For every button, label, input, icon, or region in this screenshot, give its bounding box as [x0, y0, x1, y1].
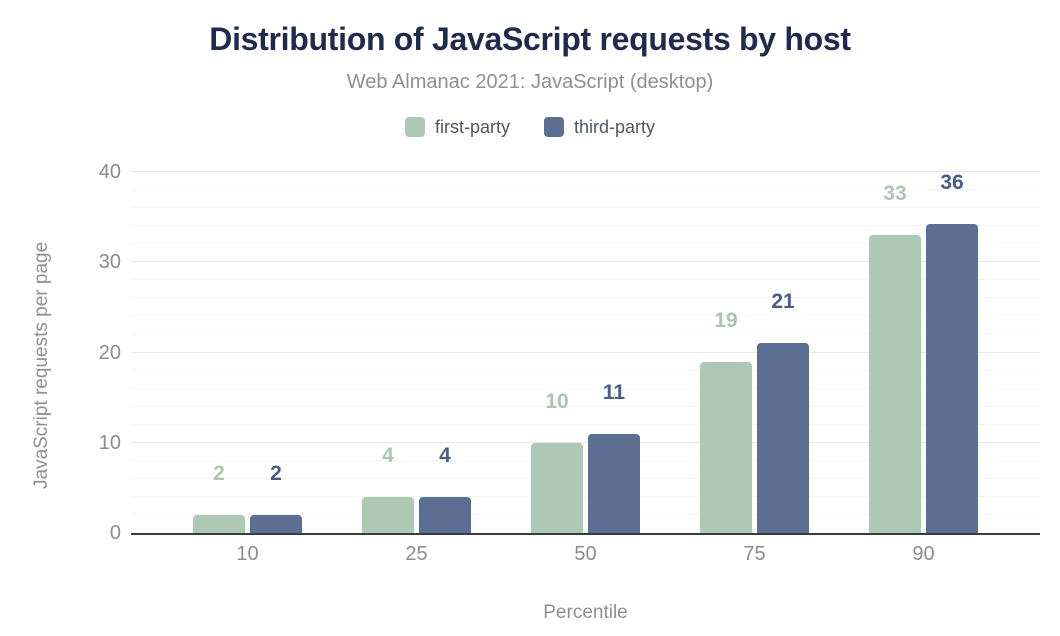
chart-subtitle: Web Almanac 2021: JavaScript (desktop) — [346, 71, 714, 93]
bar-cell: 4 — [419, 172, 471, 533]
value-label: 2 — [213, 461, 225, 485]
y-axis-tick-labels: 0 10 20 30 40 — [40, 161, 121, 544]
bar-cell: 33 — [869, 172, 921, 533]
minor-gridline — [131, 423, 1040, 425]
x-tick-label: 10 — [236, 543, 259, 565]
minor-gridline — [131, 279, 1040, 281]
legend: first-party third-party — [0, 116, 1060, 138]
bar-first-party-p50 — [531, 442, 583, 533]
value-label: 21 — [771, 290, 795, 314]
bar-first-party-p10 — [193, 514, 245, 533]
value-label: 11 — [602, 380, 626, 404]
y-tick-label: 30 — [98, 251, 121, 274]
bar-cell: 21 — [757, 172, 809, 533]
bar-cell: 2 — [250, 172, 302, 533]
bar-cell: 36 — [926, 172, 978, 533]
x-axis-tick-labels: 10 25 50 75 90 — [131, 543, 1040, 567]
value-label: 4 — [439, 443, 451, 467]
minor-gridline — [131, 513, 1040, 515]
minor-gridline — [131, 387, 1040, 389]
bar-group-p50: 10 11 — [501, 172, 670, 533]
legend-swatch-first-party — [404, 117, 425, 137]
bar-third-party-p90 — [926, 224, 978, 533]
bar-cell: 10 — [531, 172, 583, 533]
legend-swatch-third-party — [543, 117, 564, 137]
minor-gridline — [131, 477, 1040, 479]
x-tick-label: 25 — [405, 543, 428, 565]
minor-gridline — [131, 315, 1040, 317]
minor-gridline — [131, 333, 1040, 335]
value-label: 2 — [270, 461, 282, 485]
y-tick-label: 0 — [109, 522, 121, 544]
bar-first-party-p90 — [869, 235, 921, 533]
minor-gridline — [131, 369, 1040, 371]
plot-area: 2 2 4 4 10 11 19 21 33 36 — [131, 171, 1040, 535]
major-gridline — [131, 441, 1040, 443]
minor-gridline — [131, 207, 1040, 209]
major-gridline — [131, 171, 1040, 172]
value-label: 36 — [940, 171, 964, 194]
value-label: 4 — [382, 443, 394, 467]
bar-first-party-p75 — [700, 361, 752, 533]
bar-cell: 2 — [193, 172, 245, 533]
y-tick-label: 20 — [98, 341, 121, 364]
minor-gridline — [131, 459, 1040, 461]
minor-gridline — [131, 243, 1040, 245]
legend-item-third-party: third-party — [543, 116, 656, 138]
x-tick-label: 75 — [743, 543, 766, 565]
major-gridline — [131, 261, 1040, 263]
chart-title: Distribution of JavaScript requests by h… — [209, 21, 851, 57]
y-tick-label: 10 — [98, 431, 121, 454]
bar-cell: 4 — [362, 172, 414, 533]
bar-cell: 19 — [700, 172, 752, 533]
legend-item-first-party: first-party — [404, 116, 510, 138]
x-tick-label: 50 — [574, 543, 597, 565]
x-tick-label: 90 — [912, 543, 935, 565]
bar-cell: 11 — [588, 172, 640, 533]
y-tick-label: 40 — [98, 161, 121, 183]
bar-third-party-p50 — [588, 433, 640, 533]
bar-first-party-p25 — [362, 496, 414, 533]
legend-label: first-party — [434, 117, 510, 137]
bar-third-party-p75 — [757, 343, 809, 533]
minor-gridline — [131, 405, 1040, 407]
minor-gridline — [131, 225, 1040, 227]
bar-third-party-p25 — [419, 496, 471, 533]
minor-gridline — [131, 189, 1040, 191]
value-label: 10 — [545, 389, 569, 413]
value-label: 19 — [714, 308, 738, 332]
minor-gridline — [131, 495, 1040, 497]
value-label: 33 — [883, 182, 907, 206]
major-gridline — [131, 351, 1040, 353]
bar-group-p90: 33 36 — [839, 172, 1008, 533]
bar-group-p75: 19 21 — [670, 172, 839, 533]
minor-gridline — [131, 297, 1040, 299]
bar-third-party-p10 — [250, 514, 302, 533]
x-axis-title: Percentile — [543, 602, 628, 623]
legend-label: third-party — [573, 117, 656, 137]
